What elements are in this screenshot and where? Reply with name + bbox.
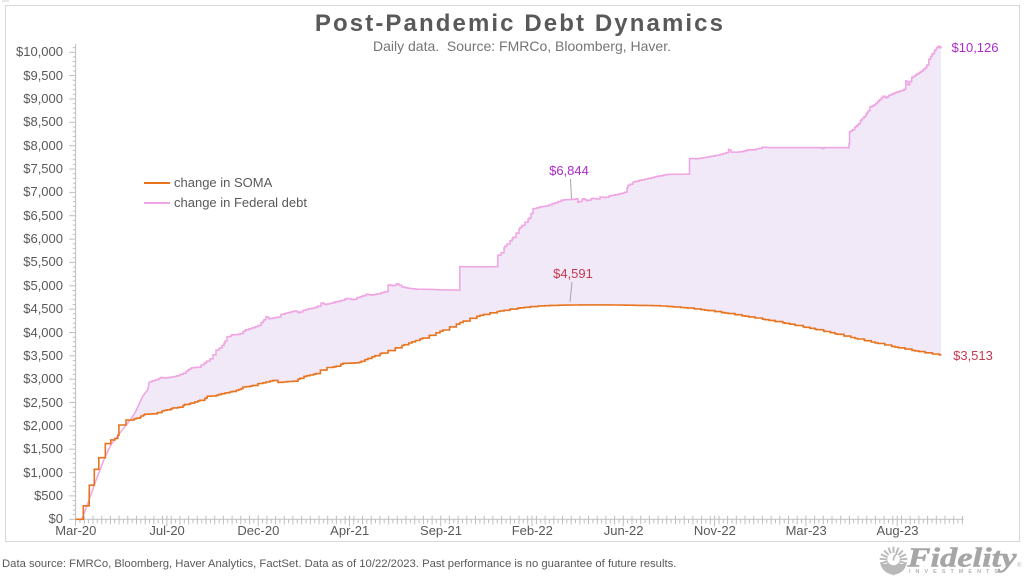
svg-text:Fidelity: Fidelity [906, 543, 1017, 573]
svg-text:®: ® [1017, 562, 1022, 569]
svg-text:INVESTMENTS: INVESTMENTS [909, 569, 998, 575]
